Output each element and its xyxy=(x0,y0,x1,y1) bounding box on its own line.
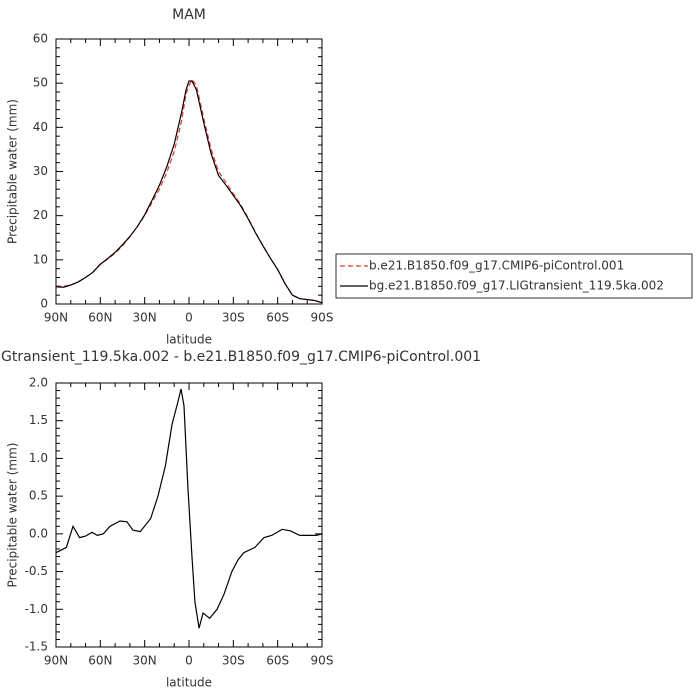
y-tick-label: -0.5 xyxy=(25,564,48,578)
x-tick-label: 60N xyxy=(88,654,112,668)
x-tick-label: 60S xyxy=(266,654,289,668)
y-tick-label: 0 xyxy=(40,297,48,311)
x-tick-label: 30N xyxy=(133,311,157,325)
y-tick-label: 30 xyxy=(33,164,48,178)
y-tick-label: 1.5 xyxy=(29,413,48,427)
x-axis-label: latitude xyxy=(166,676,212,690)
legend-label: bg.e21.B1850.f09_g17.LIGtransient_119.5k… xyxy=(369,279,664,293)
legend-box xyxy=(335,253,693,299)
line-series xyxy=(55,388,323,629)
y-tick-label: -1.0 xyxy=(25,602,48,616)
line-series xyxy=(55,80,323,304)
y-tick-label: 60 xyxy=(33,32,48,46)
x-tick-label: 90N xyxy=(44,311,68,325)
y-tick-label: 1.0 xyxy=(29,451,48,465)
y-axis-label: Precipitable water (mm) xyxy=(6,99,20,244)
y-tick-label: 0.0 xyxy=(29,526,48,540)
y-tick-label: 50 xyxy=(33,76,48,90)
chart-title: Gtransient_119.5ka.002 - b.e21.B1850.f09… xyxy=(1,349,481,365)
line-series xyxy=(55,78,323,304)
x-tick-label: 30N xyxy=(133,654,157,668)
x-tick-label: 60S xyxy=(266,311,289,325)
y-tick-label: 40 xyxy=(33,120,48,134)
x-tick-label: 90S xyxy=(311,654,334,668)
y-axis-label: Precipitable water (mm) xyxy=(6,443,20,588)
chart-title: MAM xyxy=(172,7,206,23)
y-tick-label: 0.5 xyxy=(29,489,48,503)
x-tick-label: 30S xyxy=(222,311,245,325)
x-tick-label: 90N xyxy=(44,654,68,668)
plot-frame xyxy=(55,382,323,648)
y-tick-label: 20 xyxy=(33,208,48,222)
y-tick-label: 10 xyxy=(33,252,48,266)
x-tick-label: 0 xyxy=(185,311,193,325)
legend-label: b.e21.B1850.f09_g17.CMIP6-piControl.001 xyxy=(369,259,624,273)
y-tick-label: 2.0 xyxy=(29,376,48,390)
x-tick-label: 0 xyxy=(185,654,193,668)
x-tick-label: 30S xyxy=(222,654,245,668)
x-tick-label: 60N xyxy=(88,311,112,325)
y-tick-label: -1.5 xyxy=(25,640,48,654)
x-tick-label: 90S xyxy=(311,311,334,325)
plot-frame xyxy=(55,38,323,305)
x-axis-label: latitude xyxy=(166,333,212,347)
